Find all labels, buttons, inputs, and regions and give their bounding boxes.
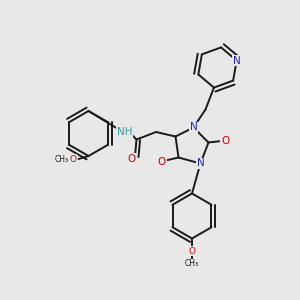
Text: N: N	[190, 122, 197, 133]
Text: CH₃: CH₃	[185, 259, 199, 268]
Text: N: N	[196, 158, 204, 169]
Text: N: N	[233, 56, 241, 65]
Text: O: O	[128, 154, 136, 164]
Text: O: O	[70, 154, 77, 164]
Text: CH₃: CH₃	[55, 154, 69, 164]
Text: O: O	[188, 247, 196, 256]
Text: NH: NH	[117, 127, 132, 137]
Text: O: O	[158, 157, 166, 167]
Text: O: O	[221, 136, 229, 146]
